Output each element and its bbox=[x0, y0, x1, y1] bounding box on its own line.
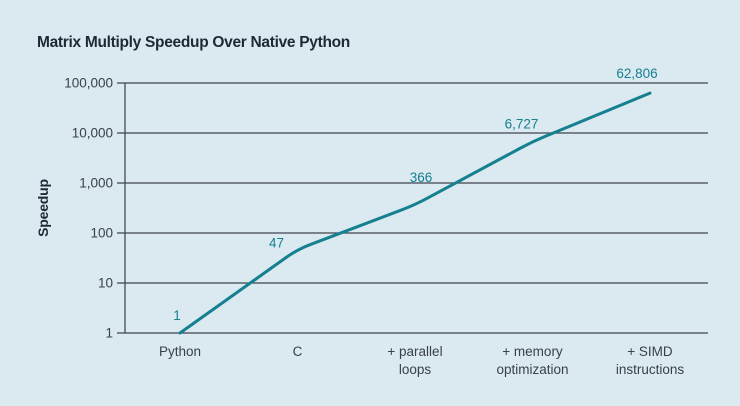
x-category-label: optimization bbox=[496, 362, 568, 377]
y-tick-label: 1 bbox=[105, 326, 113, 341]
data-point-label: 6,727 bbox=[505, 117, 539, 132]
x-category-label: instructions bbox=[616, 362, 685, 377]
data-point-label: 1 bbox=[173, 308, 181, 323]
y-tick-label: 1,000 bbox=[79, 176, 113, 191]
x-category-label: C bbox=[293, 344, 303, 359]
y-tick-label: 100 bbox=[90, 226, 113, 241]
y-tick-label: 10 bbox=[98, 276, 113, 291]
x-category-label: Python bbox=[159, 344, 201, 359]
x-category-label: loops bbox=[399, 362, 432, 377]
data-point-label: 47 bbox=[269, 235, 284, 250]
y-tick-label: 10,000 bbox=[72, 126, 113, 141]
data-point-label: 366 bbox=[410, 170, 433, 185]
x-category-label: + SIMD bbox=[627, 344, 673, 359]
data-point-label: 62,806 bbox=[616, 66, 657, 81]
speedup-line bbox=[178, 91, 652, 335]
y-tick-label: 100,000 bbox=[64, 76, 113, 91]
x-category-label: + memory bbox=[502, 344, 563, 359]
chart-title: Matrix Multiply Speedup Over Native Pyth… bbox=[37, 34, 350, 51]
x-category-label: + parallel bbox=[387, 344, 442, 359]
